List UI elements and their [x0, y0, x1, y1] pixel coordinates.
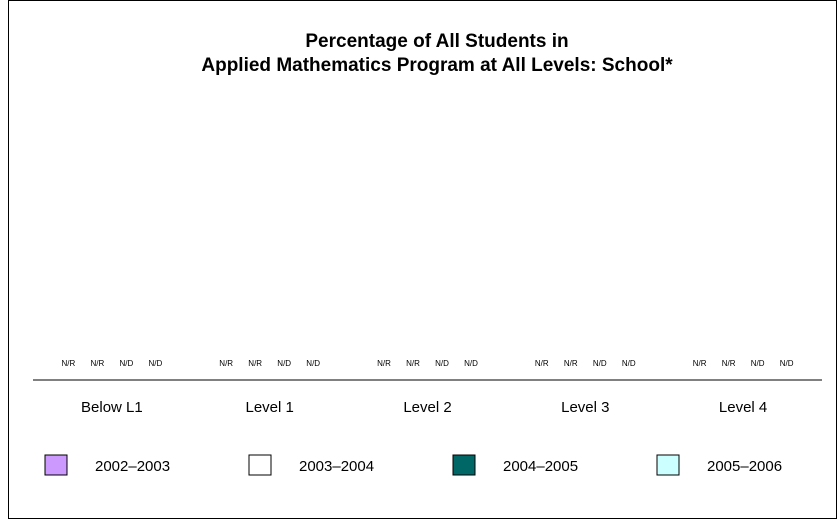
data-label: N/D	[435, 359, 449, 368]
data-label: N/D	[622, 359, 636, 368]
data-label: N/D	[464, 359, 478, 368]
data-label: N/D	[149, 359, 163, 368]
legend: 2002–2003 2003–2004 2004–2005 2005–2006	[44, 454, 782, 476]
legend-swatch	[452, 454, 476, 476]
data-label: N/R	[219, 359, 233, 368]
x-tick-label: Below L1	[81, 399, 143, 416]
legend-label: 2003–2004	[299, 458, 374, 475]
legend-swatch	[248, 454, 272, 476]
data-label: N/D	[306, 359, 320, 368]
data-label: N/R	[722, 359, 736, 368]
data-label: N/D	[593, 359, 607, 368]
chart-marks: N/R N/R N/D N/D Below L1 N/R N/R N/D N/D Level 1 N…	[62, 359, 794, 416]
x-tick-label: Level 4	[719, 399, 767, 416]
data-label: N/R	[91, 359, 105, 368]
chart-title-line1: Percentage of All Students in	[305, 31, 568, 52]
chart-frame	[8, 0, 837, 519]
legend-swatch	[656, 454, 680, 476]
data-label: N/R	[406, 359, 420, 368]
data-label: N/R	[564, 359, 578, 368]
data-label: N/R	[248, 359, 262, 368]
data-label: N/R	[535, 359, 549, 368]
chart-title-line2: Applied Mathematics Program at All Level…	[201, 55, 673, 76]
data-label: N/D	[277, 359, 291, 368]
data-label: N/D	[120, 359, 134, 368]
data-label: N/D	[751, 359, 765, 368]
x-tick-label: Level 3	[561, 399, 609, 416]
data-label: N/R	[693, 359, 707, 368]
data-label: N/D	[780, 359, 794, 368]
data-label: N/R	[377, 359, 391, 368]
legend-swatch	[44, 454, 68, 476]
data-label: N/R	[62, 359, 76, 368]
x-tick-label: Level 1	[246, 399, 294, 416]
x-tick-label: Level 2	[403, 399, 451, 416]
legend-label: 2002–2003	[95, 458, 170, 475]
legend-label: 2004–2005	[503, 458, 578, 475]
legend-label: 2005–2006	[707, 458, 782, 475]
